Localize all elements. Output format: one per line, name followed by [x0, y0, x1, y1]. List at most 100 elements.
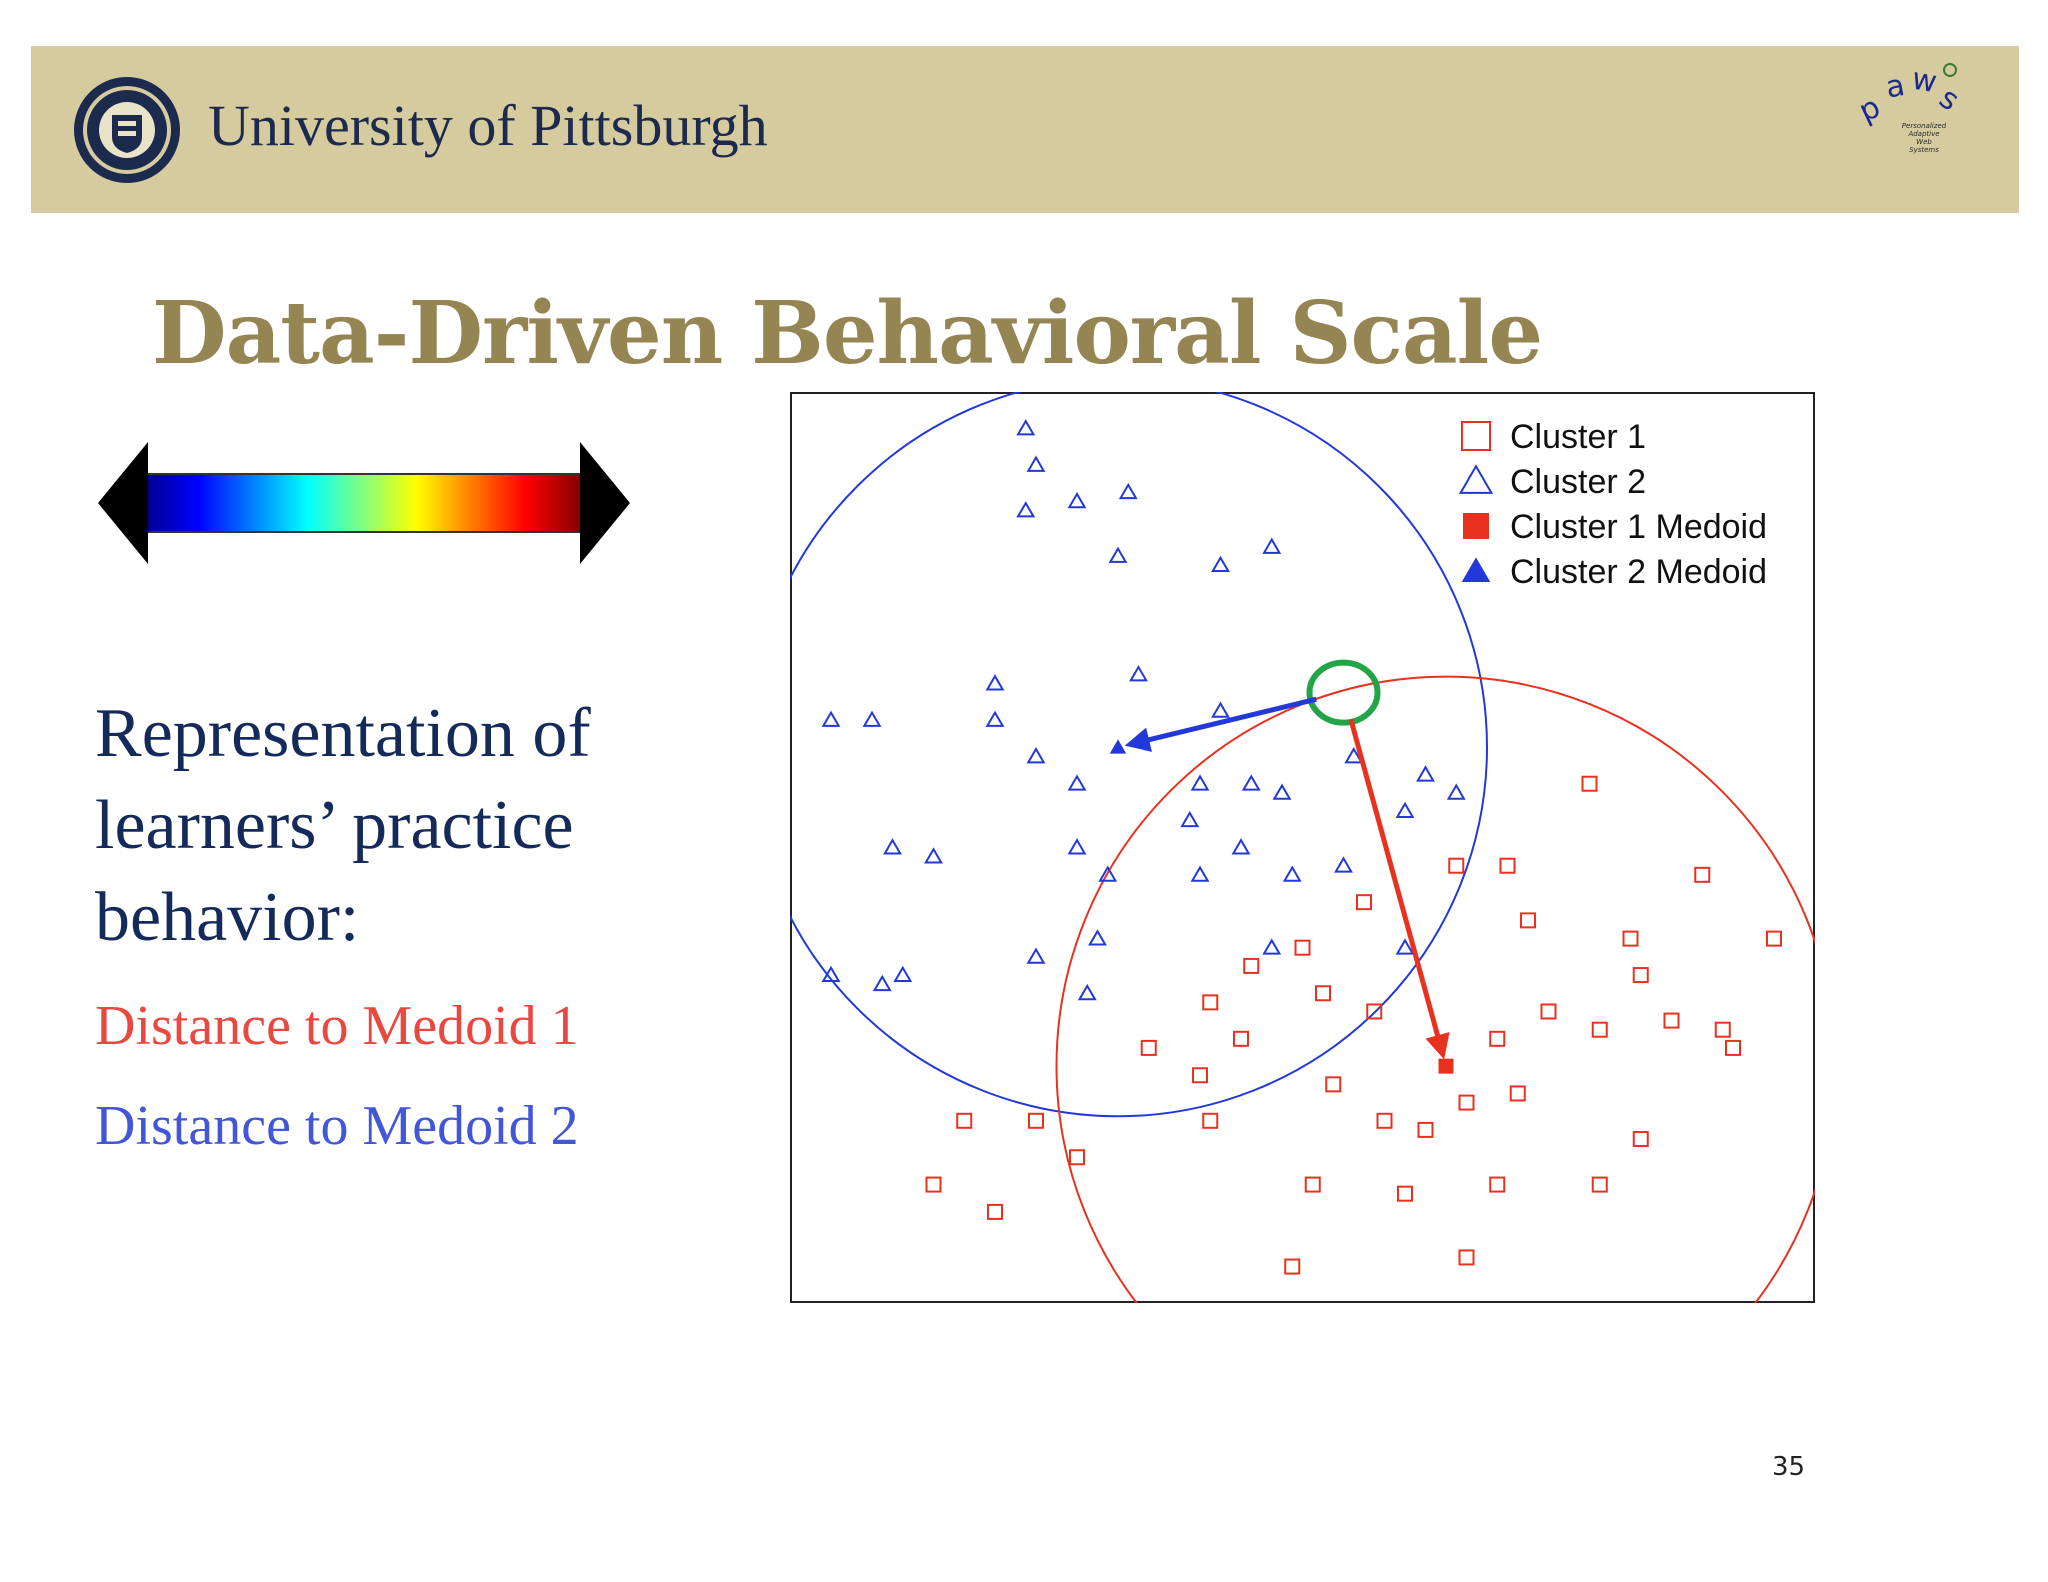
series-2-point-5: [1118, 482, 1138, 500]
series-2-point-15: [1026, 747, 1046, 764]
series-1-point-16: [1766, 930, 1782, 947]
series-2-point-32: [1334, 856, 1353, 873]
series-1-point-21: [1233, 1030, 1249, 1047]
svg-text:Web: Web: [1916, 138, 1932, 146]
series-1-point-30: [1417, 1121, 1434, 1138]
header-banner: [31, 46, 2019, 213]
series-2-point-11: [821, 710, 841, 727]
distance-arrow-1: [1124, 696, 1317, 752]
svg-text:Personalized: Personalized: [1902, 122, 1947, 130]
distance-arrow-2: [1348, 718, 1450, 1060]
series-1-point-24: [956, 1112, 973, 1129]
series-1-point-32: [1509, 1085, 1526, 1102]
series-1-point-15: [1725, 1039, 1741, 1056]
series-2-point-24: [883, 838, 902, 855]
series-2-point-7: [1211, 555, 1230, 573]
distance-medoid-1-label: Distance to Medoid 1: [95, 995, 579, 1057]
series-2-point-26: [1067, 838, 1087, 855]
representation-line-2: learners’ practice: [95, 787, 574, 864]
series-1-point-26: [1202, 1112, 1219, 1129]
series-2-point-27: [1180, 810, 1200, 828]
series-2-point-33: [1262, 938, 1282, 955]
representation-line-1: Representation of: [95, 695, 591, 772]
series-2-point-37: [893, 965, 913, 982]
legend-label-1: Cluster 1: [1510, 418, 1646, 456]
svg-text:Adaptive: Adaptive: [1907, 130, 1939, 138]
series-1-point-40: [1458, 1249, 1475, 1266]
series-1-point-10: [1315, 985, 1331, 1002]
svg-text:Systems: Systems: [1909, 146, 1939, 154]
series-2-point-6: [1108, 546, 1128, 563]
paws-logo-icon: p a w s Personalized Adaptive Web System…: [1854, 62, 1966, 154]
series-2-point-20: [1344, 747, 1364, 764]
svg-text:p: p: [1854, 90, 1886, 130]
svg-text:a: a: [1883, 68, 1907, 106]
series-2-point-21: [1446, 783, 1466, 800]
series-1-point-19: [1591, 1021, 1608, 1038]
series-2-point-2: [1026, 455, 1046, 472]
cluster-scatter-chart: Cluster 1 Cluster 2 Cluster 1 Medoid Cluste…: [790, 392, 1815, 1303]
series-1-point-9: [1202, 994, 1219, 1011]
series-1-point-27: [1069, 1149, 1085, 1166]
series-1-point-20: [1714, 1021, 1731, 1038]
series-2-point-14: [1211, 701, 1230, 718]
series-2-point-19: [1272, 783, 1292, 800]
series-1-point-29: [1376, 1112, 1393, 1129]
series-1-point-11: [1489, 1030, 1506, 1047]
series-2-point-16: [1067, 774, 1087, 791]
series-1-point-34: [1489, 1176, 1506, 1193]
series-2-point-38: [821, 965, 841, 982]
series-2-point-29: [1098, 865, 1118, 882]
series-2-point-18: [1241, 774, 1261, 791]
page-number: 35: [1772, 1452, 1806, 1482]
series-1-point-33: [1632, 1131, 1649, 1148]
series-2-point-35: [1088, 929, 1107, 946]
series-1-point-12: [1622, 930, 1639, 947]
series-4-point-1: [1109, 739, 1127, 754]
series-2-point-17: [1190, 774, 1210, 791]
series-1-point-35: [1591, 1176, 1608, 1193]
university-name: University of Pittsburgh: [208, 93, 768, 158]
series-1-point-28: [1325, 1076, 1342, 1093]
series-2-point-30: [1190, 865, 1210, 882]
series-1-point-13: [1632, 967, 1649, 984]
svg-text:w: w: [1909, 62, 1939, 101]
series-1-point-23: [1140, 1039, 1157, 1056]
series-1-point-25: [1028, 1112, 1044, 1129]
series-1-point-22: [1192, 1067, 1208, 1084]
series-2-point-9: [985, 674, 1005, 691]
series-2-point-1: [1016, 419, 1036, 436]
series-2-point-12: [862, 710, 882, 727]
legend-label-2: Cluster 2: [1510, 463, 1646, 501]
legend-marker-1: [1461, 421, 1491, 451]
highlighted-point-ring: [1306, 659, 1381, 726]
cluster-boundary-circle-1: [790, 392, 1488, 1118]
series-2-point-31: [1282, 865, 1302, 882]
plot-frame: [790, 392, 1815, 1303]
legend-label-3: Cluster 1 Medoid: [1510, 508, 1767, 546]
series-2-point-8: [1262, 537, 1282, 554]
slide-title: Data-Driven Behavioral Scale: [152, 283, 1543, 384]
series-1-point-4: [1499, 857, 1516, 874]
series-2-point-25: [924, 847, 943, 864]
series-2-point-39: [872, 974, 892, 992]
series-2-point-22: [1416, 765, 1435, 782]
series-1-point-18: [1540, 1003, 1557, 1020]
legend-marker-3: [1463, 513, 1489, 539]
cluster-boundary-circle-2: [1055, 675, 1815, 1303]
legend-marker-2: [1458, 464, 1494, 494]
representation-line-3: behavior:: [95, 879, 360, 956]
series-2-point-28: [1231, 838, 1251, 855]
legend-label-4: Cluster 2 Medoid: [1510, 553, 1767, 591]
series-1-point-14: [1663, 1012, 1680, 1029]
series-1-point-2: [1694, 866, 1711, 883]
distance-medoid-2-label: Distance to Medoid 2: [95, 1095, 579, 1157]
color-scale-bar-icon: [98, 442, 630, 564]
series-1-point-6: [1356, 894, 1372, 911]
university-seal-icon: [74, 77, 180, 183]
series-1-point-8: [1243, 957, 1260, 974]
series-1-point-37: [987, 1203, 1003, 1220]
series-2-point-40: [1077, 983, 1097, 1001]
series-2-point-3: [1016, 501, 1036, 518]
series-1-point-39: [1397, 1185, 1413, 1202]
